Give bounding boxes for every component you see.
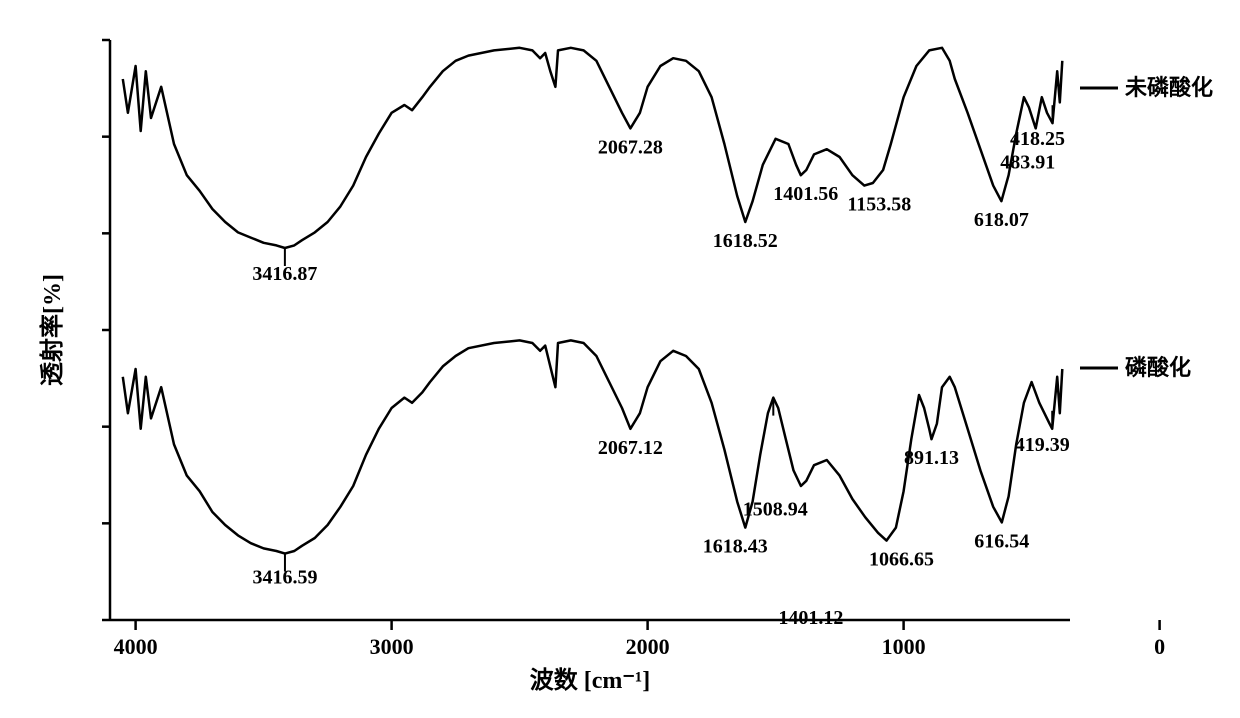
svg-text:3000: 3000 bbox=[370, 634, 414, 659]
svg-text:418.25: 418.25 bbox=[1010, 128, 1065, 150]
svg-text:483.91: 483.91 bbox=[1000, 151, 1055, 173]
chart-svg: 4000 3000 2000 1000 0 波数 [cm⁻¹] 透射率[%] 未磷酸化磷酸化 3… bbox=[20, 20, 1220, 698]
svg-text:2067.12: 2067.12 bbox=[598, 437, 663, 459]
svg-text:1618.52: 1618.52 bbox=[713, 230, 778, 252]
svg-text:2067.28: 2067.28 bbox=[598, 136, 663, 158]
svg-text:2000: 2000 bbox=[626, 634, 670, 659]
svg-text:1401.56: 1401.56 bbox=[773, 183, 838, 205]
svg-text:3416.87: 3416.87 bbox=[252, 263, 317, 285]
svg-text:1508.94: 1508.94 bbox=[743, 499, 808, 521]
svg-text:1066.65: 1066.65 bbox=[869, 549, 934, 571]
svg-text:4000: 4000 bbox=[114, 634, 158, 659]
svg-text:磷酸化: 磷酸化 bbox=[1125, 355, 1191, 380]
svg-text:1000: 1000 bbox=[882, 634, 926, 659]
svg-text:0: 0 bbox=[1154, 634, 1165, 659]
svg-text:透射率[%]: 透射率[%] bbox=[38, 274, 66, 386]
ftir-chart: 4000 3000 2000 1000 0 波数 [cm⁻¹] 透射率[%] 未磷酸化磷酸化 3… bbox=[20, 20, 1220, 698]
svg-text:616.54: 616.54 bbox=[974, 530, 1029, 552]
svg-text:波数 [cm⁻¹]: 波数 [cm⁻¹] bbox=[530, 667, 651, 694]
svg-text:419.39: 419.39 bbox=[1015, 434, 1070, 456]
svg-text:未磷酸化: 未磷酸化 bbox=[1125, 75, 1213, 100]
svg-text:1618.43: 1618.43 bbox=[703, 536, 768, 558]
svg-text:3416.59: 3416.59 bbox=[252, 567, 317, 589]
svg-text:1153.58: 1153.58 bbox=[847, 194, 911, 216]
svg-text:618.07: 618.07 bbox=[974, 209, 1029, 231]
svg-text:891.13: 891.13 bbox=[904, 447, 959, 469]
svg-text:1401.12: 1401.12 bbox=[778, 607, 843, 629]
